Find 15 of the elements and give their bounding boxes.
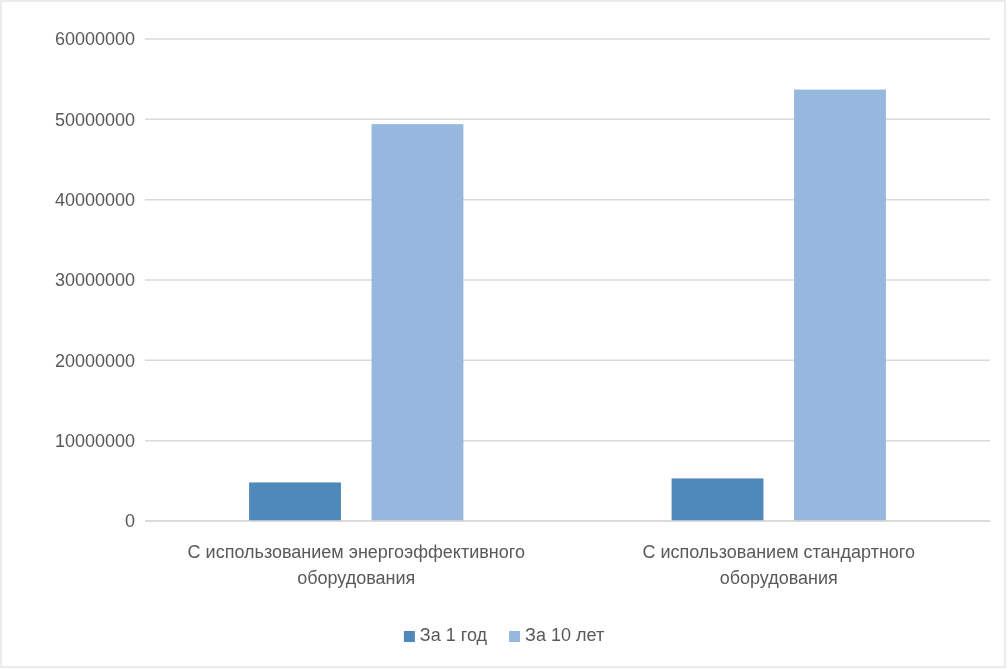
- bar: [671, 478, 764, 521]
- y-tick-label: 60000000: [54, 29, 135, 50]
- bar: [794, 89, 886, 521]
- y-tick-label: 10000000: [54, 430, 135, 451]
- legend-label: За 10 лет: [525, 625, 605, 645]
- legend-label: За 1 год: [419, 625, 488, 645]
- x-tick-label: С использованием энергоэффективного оборудования: [187, 542, 525, 588]
- y-tick-label: 50000000: [54, 109, 135, 130]
- y-tick-label: 20000000: [54, 350, 135, 371]
- x-tick-label: С использованием стандартного оборудования: [642, 542, 916, 588]
- bar: [249, 482, 341, 521]
- y-tick-label: 40000000: [54, 189, 135, 210]
- bar: [371, 124, 464, 521]
- y-tick-label: 30000000: [54, 270, 135, 291]
- y-tick-label: 0: [124, 511, 135, 532]
